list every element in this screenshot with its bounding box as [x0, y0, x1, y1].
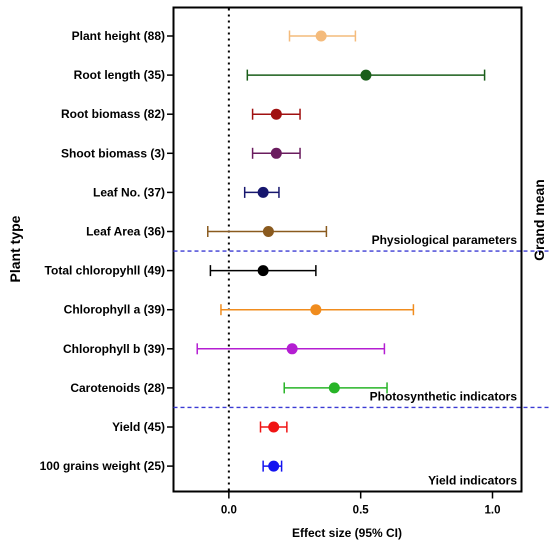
plot-frame [172, 6, 523, 493]
point-estimate [257, 186, 269, 198]
section-dividers [173, 250, 550, 409]
point-estimate [360, 69, 372, 81]
point-estimate [268, 421, 280, 433]
category-label: Shoot biomass (3) [61, 146, 165, 160]
category-label: Root biomass (82) [61, 107, 165, 121]
point-estimate [262, 226, 274, 237]
row-11: 100 grains weight (25) [40, 459, 283, 473]
row-7: Chlorophyll a (39) [64, 303, 415, 317]
category-label: Chlorophyll a (39) [64, 303, 165, 317]
row-6: Total chloropyhll (49) [45, 264, 317, 278]
category-label: Plant height (88) [72, 29, 165, 43]
category-label: Carotenoids (28) [70, 381, 165, 395]
point-estimate [328, 382, 340, 394]
row-4: Leaf No. (37) [93, 185, 280, 199]
point-estimate [315, 30, 327, 42]
row-3: Shoot biomass (3) [61, 146, 301, 160]
category-label: Total chloropyhll (49) [45, 264, 165, 278]
row-0: Plant height (88) [72, 29, 357, 43]
point-estimate [286, 343, 298, 355]
point-estimate [270, 147, 282, 159]
category-label: Chlorophyll b (39) [63, 342, 165, 356]
row-5: Leaf Area (36) [86, 225, 328, 239]
x-tick-label: 0.5 [353, 505, 370, 517]
category-label: Leaf Area (36) [86, 225, 165, 239]
row-9: Carotenoids (28) [70, 381, 388, 395]
point-estimate [257, 265, 269, 277]
section-labels: Physiological parameters Photosynthetic i… [370, 233, 518, 487]
x-axis-ticks: 0.0 0.5 1.0 [221, 491, 501, 517]
x-tick-label: 1.0 [485, 505, 501, 517]
point-estimate [270, 108, 282, 120]
category-label: Yield (45) [112, 420, 165, 434]
x-tick-label: 0.0 [221, 505, 237, 517]
category-label: Root length (35) [74, 68, 165, 82]
row-8: Chlorophyll b (39) [63, 342, 386, 356]
category-label: 100 grains weight (25) [40, 459, 165, 473]
x-axis-label: Effect size (95% CI) [292, 526, 402, 540]
row-2: Root biomass (82) [61, 107, 301, 121]
category-label: Leaf No. (37) [93, 185, 165, 199]
section-label: Photosynthetic indicators [370, 389, 518, 403]
row-1: Root length (35) [74, 68, 486, 82]
section-label: Physiological parameters [372, 233, 518, 247]
section-label: Yield indicators [428, 474, 517, 488]
grand-mean-label: Grand mean [531, 179, 547, 261]
row-10: Yield (45) [112, 420, 288, 434]
y-axis-label: Plant type [7, 215, 23, 282]
estimate-rows: Plant height (88) Root length (35) Root bi… [40, 29, 486, 473]
point-estimate [310, 304, 322, 316]
point-estimate [268, 460, 280, 472]
